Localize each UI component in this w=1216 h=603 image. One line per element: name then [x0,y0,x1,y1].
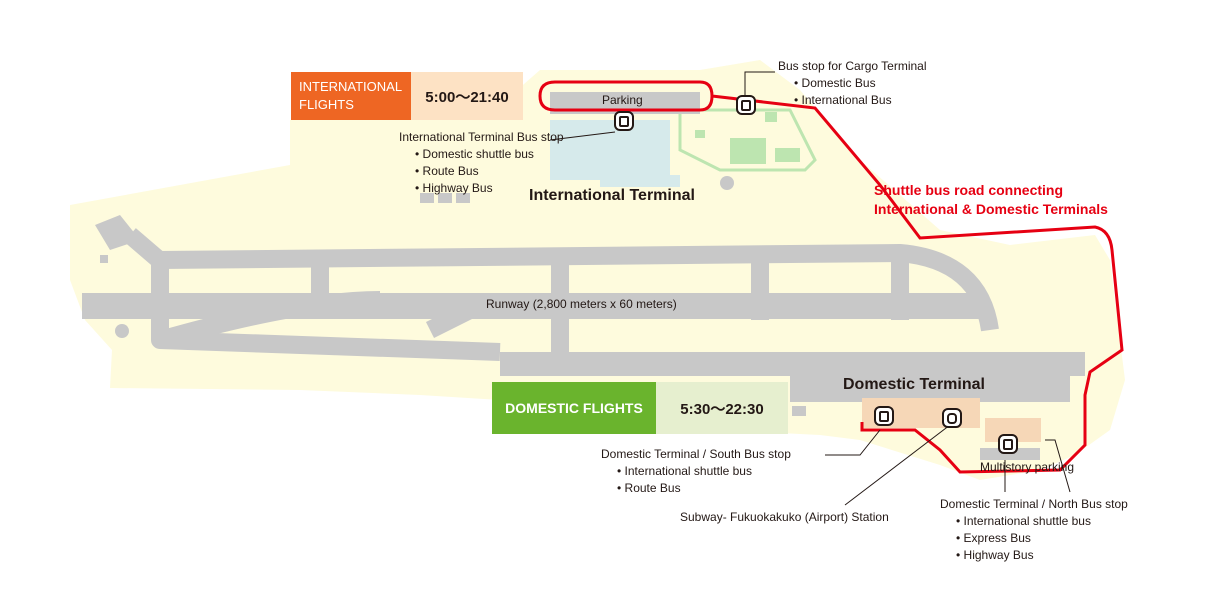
list-item: Domestic Bus [794,75,927,92]
shuttle-road-label: Shuttle bus road connecting Internationa… [874,181,1108,219]
list-item: Route Bus [415,163,564,180]
intl-terminal-building [550,120,670,180]
cargo-bus-stop-title: Bus stop for Cargo Terminal [778,59,927,73]
bus-stop-icon[interactable] [736,95,756,115]
intl-terminal-label: International Terminal [529,187,695,204]
runway [82,293,982,319]
shuttle-road-line1: Shuttle bus road connecting [874,182,1064,198]
subway-icon[interactable] [942,408,962,428]
intl-flights-hours: INTERNATIONAL FLIGHTS 5:00〜21:40 [291,72,523,120]
bus-stop-icon[interactable] [998,434,1018,454]
list-item: International shuttle bus [617,463,791,480]
intl-flights-label: INTERNATIONAL FLIGHTS [291,72,411,120]
list-item: Route Bus [617,480,791,497]
list-item: International shuttle bus [956,513,1128,530]
shuttle-road [538,80,1124,474]
multistory-parking-label: Multistory parking [980,460,1075,474]
south-bus-stop-title: Domestic Terminal / South Bus stop [601,447,791,461]
list-item: Highway Bus [956,547,1128,564]
parking-label: Parking [602,93,643,107]
apron-west [95,215,140,250]
cargo-bus-stop-label: Bus stop for Cargo Terminal Domestic Bus… [778,58,927,109]
cargo-area [678,108,817,172]
list-item: Highway Bus [415,180,564,197]
intl-flights-time: 5:00〜21:40 [411,72,523,120]
subway-station-label: Subway- Fukuokakuko (Airport) Station [680,510,889,524]
list-item: Domestic shuttle bus [415,146,564,163]
dom-flights-label: DOMESTIC FLIGHTS [492,382,656,434]
bus-stop-icon[interactable] [874,406,894,426]
intl-bus-stop-title: International Terminal Bus stop [399,130,564,144]
dom-terminal-label: Domestic Terminal [843,376,985,393]
north-bus-stop-title: Domestic Terminal / North Bus stop [940,497,1128,511]
intl-bus-stop-label: International Terminal Bus stop Domestic… [399,129,564,197]
list-item: Express Bus [956,530,1128,547]
north-bus-stop-label: Domestic Terminal / North Bus stop Inter… [940,496,1128,564]
list-item: International Bus [794,92,927,109]
dom-flights-time: 5:30〜22:30 [656,382,788,434]
south-bus-stop-label: Domestic Terminal / South Bus stop Inter… [601,446,791,497]
bus-stop-icon[interactable] [614,111,634,131]
dom-flights-hours: DOMESTIC FLIGHTS 5:30〜22:30 [492,382,788,434]
runway-label: Runway (2,800 meters x 60 meters) [486,297,677,311]
shuttle-road-line2: International & Domestic Terminals [874,201,1108,217]
